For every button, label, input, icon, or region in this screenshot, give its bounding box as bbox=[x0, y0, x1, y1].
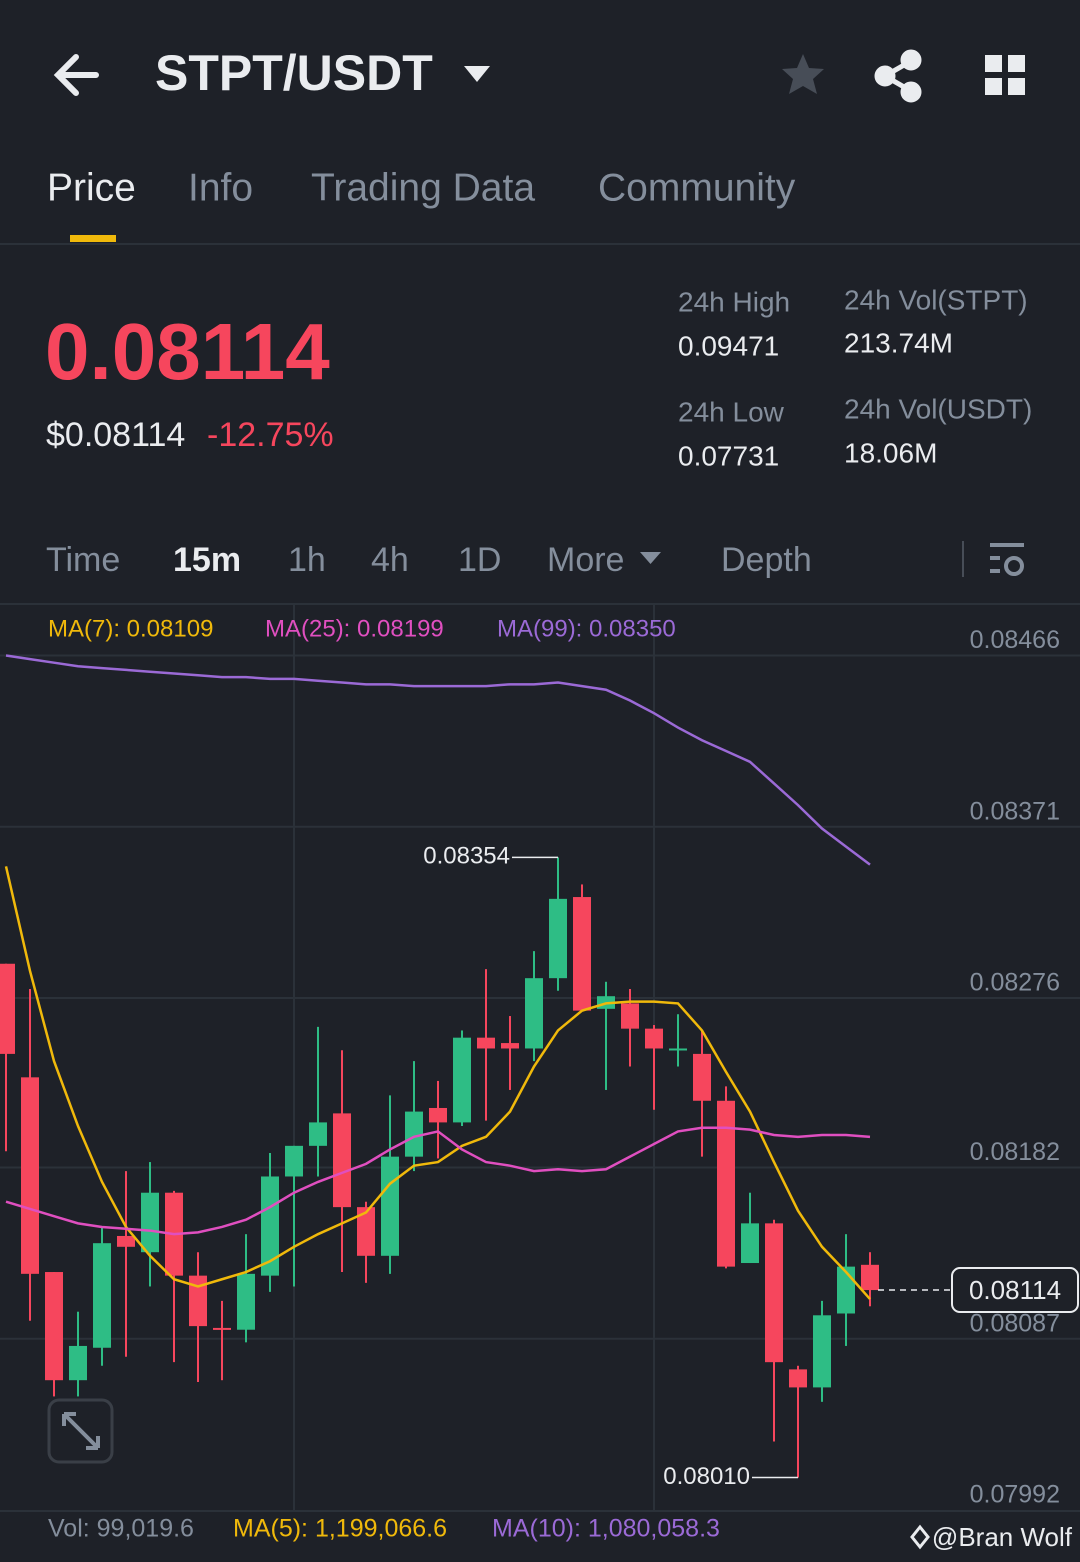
ma-line bbox=[5, 1126, 871, 1236]
candle-body bbox=[861, 1264, 879, 1291]
candle-body bbox=[765, 1223, 783, 1363]
tab[interactable]: Info bbox=[188, 166, 253, 209]
stat-value: 18.06M bbox=[844, 437, 937, 468]
candlestick-chart: 0.08466 0.08371 0.08276 0.08182 0.08087 0.079… bbox=[0, 605, 1080, 1510]
price-change: -12.75% bbox=[207, 416, 334, 454]
candle-body bbox=[717, 1100, 735, 1267]
candle-body bbox=[21, 1077, 39, 1274]
candle-body bbox=[0, 963, 15, 1054]
candle-body bbox=[789, 1369, 807, 1388]
more-dropdown[interactable] bbox=[640, 552, 661, 564]
volume-ma10: MA(10): 1,080,058.3 bbox=[492, 1515, 720, 1543]
y-tick-label: 0.08371 bbox=[970, 797, 1060, 825]
volume-label: Vol: 99,019.6 bbox=[48, 1515, 194, 1543]
candle-body bbox=[501, 1043, 519, 1049]
stat-label: 24h Low bbox=[678, 396, 785, 427]
volume-ma5: MA(5): 1,199,066.6 bbox=[233, 1515, 447, 1543]
chart-settings-icon[interactable] bbox=[990, 543, 1024, 576]
current-price-tag bbox=[951, 1267, 1079, 1314]
candle-body bbox=[333, 1113, 351, 1208]
y-tick-label: 0.07992 bbox=[970, 1481, 1060, 1509]
candle-body bbox=[189, 1275, 207, 1327]
candle-body bbox=[93, 1243, 111, 1348]
usd-price: $0.08114 bbox=[46, 416, 185, 454]
last-price: 0.08114 bbox=[45, 307, 330, 396]
candle-body bbox=[549, 898, 567, 979]
interval[interactable]: Depth bbox=[721, 541, 812, 579]
y-tick-label: 0.08276 bbox=[970, 969, 1060, 997]
divider bbox=[962, 541, 964, 577]
candle-body bbox=[669, 1048, 687, 1051]
favorite-icon[interactable] bbox=[782, 54, 824, 94]
low-annotation: 0.08010 bbox=[663, 1463, 750, 1490]
candle-body bbox=[741, 1223, 759, 1264]
back-button[interactable] bbox=[53, 54, 99, 96]
candle-body bbox=[381, 1156, 399, 1256]
candle-body bbox=[309, 1122, 327, 1146]
candle-body bbox=[213, 1327, 231, 1330]
candle-body bbox=[117, 1235, 135, 1247]
divider bbox=[0, 1510, 1080, 1512]
candle-body bbox=[813, 1315, 831, 1388]
watermark: @Bran Wolf bbox=[932, 1522, 1073, 1552]
stat-label: 24h Vol(USDT) bbox=[844, 393, 1032, 424]
candle-body bbox=[621, 1003, 639, 1029]
tab[interactable]: Trading Data bbox=[311, 166, 535, 209]
candle-body bbox=[429, 1107, 447, 1123]
candle-body bbox=[693, 1053, 711, 1101]
grid-menu-icon[interactable] bbox=[985, 55, 1025, 95]
tab[interactable]: Price bbox=[47, 166, 136, 209]
y-tick-label: 0.08466 bbox=[970, 626, 1060, 654]
pair-title[interactable]: STPT/USDT bbox=[155, 45, 433, 101]
interval[interactable]: 15m bbox=[173, 541, 241, 579]
legend-entry: MA(25): 0.08199 bbox=[265, 615, 444, 642]
stat-value: 213.74M bbox=[844, 327, 953, 358]
interval[interactable]: Time bbox=[46, 541, 120, 579]
stat-value: 0.07731 bbox=[678, 440, 779, 471]
legend-entry: MA(99): 0.08350 bbox=[497, 615, 676, 642]
y-tick-label: 0.08087 bbox=[970, 1309, 1060, 1337]
stat-label: 24h Vol(STPT) bbox=[844, 284, 1028, 315]
tab[interactable]: Community bbox=[598, 166, 796, 209]
divider bbox=[0, 603, 1080, 605]
watermark-logo bbox=[910, 1524, 930, 1550]
y-tick-label: 0.08182 bbox=[970, 1138, 1060, 1166]
share-icon[interactable] bbox=[874, 49, 922, 103]
legend-entry: MA(7): 0.08109 bbox=[48, 615, 213, 642]
pair-dropdown[interactable] bbox=[464, 66, 490, 82]
candle-body bbox=[45, 1272, 63, 1381]
legend: MA(7): 0.08109 MA(25): 0.08199 MA(99): 0… bbox=[48, 615, 676, 642]
tab-indicator bbox=[70, 235, 116, 242]
candle-body bbox=[357, 1207, 375, 1256]
interval[interactable]: 4h bbox=[371, 541, 409, 579]
candle-body bbox=[261, 1176, 279, 1276]
ma-line bbox=[4, 866, 871, 1300]
candle-body bbox=[477, 1037, 495, 1049]
expand-button[interactable] bbox=[47, 1398, 114, 1464]
stat-label: 24h High bbox=[678, 286, 790, 317]
candle-body bbox=[141, 1192, 159, 1253]
divider bbox=[0, 243, 1080, 245]
interval[interactable]: 1h bbox=[288, 541, 326, 579]
candle-body bbox=[525, 978, 543, 1049]
candle-body bbox=[285, 1145, 303, 1177]
interval[interactable]: 1D bbox=[458, 541, 501, 579]
candle-body bbox=[573, 897, 591, 1011]
candle-body bbox=[237, 1273, 255, 1330]
current-price-label: 0.08114 bbox=[969, 1275, 1061, 1305]
stat-value: 0.09471 bbox=[678, 330, 779, 361]
interval[interactable]: More bbox=[547, 541, 624, 579]
candle-body bbox=[405, 1111, 423, 1157]
candle-body bbox=[645, 1028, 663, 1049]
candle-body bbox=[69, 1345, 87, 1381]
candle-body bbox=[453, 1037, 471, 1123]
high-annotation: 0.08354 bbox=[423, 843, 510, 870]
ma-line bbox=[5, 654, 871, 866]
